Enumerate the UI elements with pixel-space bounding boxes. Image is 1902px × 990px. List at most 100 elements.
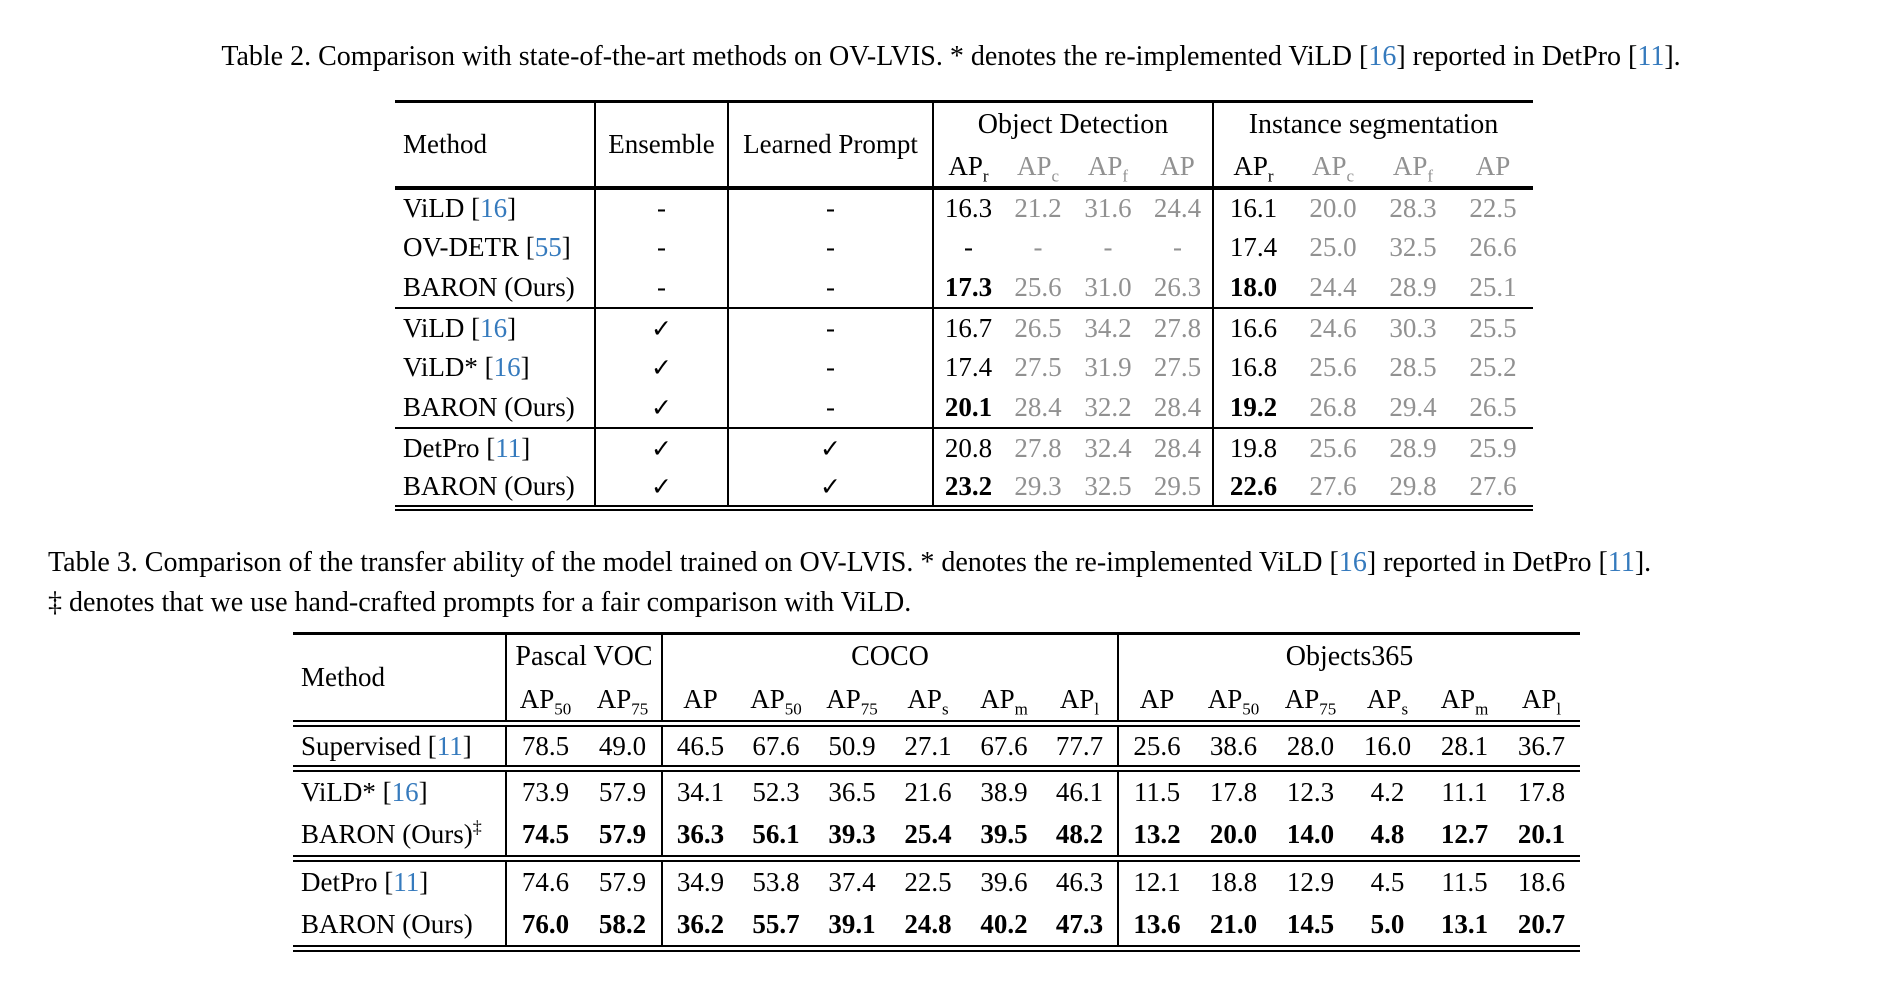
col-header-learned-prompt: Learned Prompt [727,101,933,190]
metric-value: 26.8 [1309,391,1357,422]
citation-number[interactable]: 16 [480,193,508,223]
metric-base: AP [1059,684,1095,715]
citation-number[interactable]: 16 [1338,547,1367,578]
citation-number[interactable]: 16 [391,777,419,808]
metric-value: 23.2 [932,467,1003,511]
method-name: ViLD [403,312,465,343]
citation-number[interactable]: 11 [495,432,522,463]
checkmark-cell: ✓ [594,467,728,511]
dash-glyph: - [657,232,666,262]
dash-glyph: - [657,271,666,302]
metric-subscript: f [1427,166,1434,186]
method-cell: Supervised [11] [293,724,506,769]
checkmark-cell: ✓ [727,467,933,511]
metric-value: 76.0 [505,903,584,952]
metric-value: 16.0 [1363,730,1412,761]
group-header-instance-segmentation: Instance segmentation [1212,101,1533,148]
table3-body: Supervised [11] 78.5 49.0 46.5 67.6 50.9 27.1 6… [293,723,1580,952]
citation-number[interactable]: 16 [1368,41,1397,72]
metric-base: AP [1440,684,1476,715]
table-row: OV-DETR [55] - - - - - -17.4 25.0 32.5 26.6 [395,227,1533,268]
metric-base: AP [948,151,983,181]
dash-cell: - [594,227,728,268]
metric-value: 77.7 [1055,730,1104,761]
table-row: DetPro [11] 74.6 57.9 34.9 53.8 37.4 22.5 39.6 4… [293,855,1580,904]
method-cell: DetPro [11] [395,426,595,468]
dash-cell: - [727,267,933,308]
metric-value: 26.3 [1153,271,1202,302]
table-row: BARON (Ours) ✓ ✓ 23.2 29.3 32.5 29.5 22.6 27.6 29… [395,467,1533,511]
metric-value: 29.3 [1003,467,1073,511]
metric-header: AP75 [584,679,662,727]
metric-value: 17.3 [932,267,1003,308]
metric-value: 20.0 [1309,193,1357,223]
metric-base: AP [1475,151,1511,181]
metric-header: APm [966,679,1042,727]
dash-cell: - [727,227,933,268]
bracket: [ [464,193,481,223]
metric-base: AP [826,684,861,715]
metric-value: 25.4 [904,818,952,849]
caption-text: Table 2. Comparison with state-of-the-ar… [221,41,1369,72]
citation-number[interactable]: 11 [436,730,463,761]
citation-number[interactable]: 11 [393,867,420,898]
checkmark-cell: ✓ [727,426,933,468]
metric-value: 38.6 [1209,730,1258,761]
method-cell: BARON (Ours) [395,268,595,308]
checkmark-icon: ✓ [651,313,672,343]
citation-number[interactable]: 11 [1607,547,1635,578]
bracket: ] [507,312,517,343]
metric-subscript: s [1401,699,1409,719]
metric-value: 28.0 [1286,730,1335,761]
metric-value: 28.1 [1440,730,1489,761]
metric-value: 46.5 [661,723,738,769]
metric-value: 20.1 [1517,818,1566,849]
metric-value: 36.7 [1517,730,1566,761]
metric-value: 46.3 [1042,855,1118,904]
metric-base: AP [1139,684,1175,715]
metric-header: AP50 [1195,679,1272,727]
dash-glyph: - [826,271,835,302]
metric-value: 24.4 [1309,271,1357,302]
dash-glyph: - [826,193,835,223]
metric-value: 17.8 [1503,765,1580,814]
method-name: Supervised [301,730,421,761]
table-row: ViLD [16] ✓ - 16.7 26.5 34.2 27.8 16.6 24.6 30.3 2… [395,306,1533,348]
caption-text: Table 3. Comparison of the transfer abil… [48,547,1339,578]
metric-value: 27.6 [1453,467,1533,511]
metric-value: 55.7 [738,903,814,952]
table-row: Supervised [11] 78.5 49.0 46.5 67.6 50.9 27.1 6… [293,723,1580,769]
table2-header: Method Ensemble Learned Prompt Object Detec… [395,101,1533,190]
col-header-method: Method [395,101,595,190]
metric-base: AP [683,684,718,715]
metric-value: 24.4 [1153,193,1202,223]
citation-number[interactable]: 16 [493,352,521,382]
caption-text: ] reported in DetPro [ [1366,547,1608,578]
metric-value: 11.5 [1426,855,1503,904]
metric-header: AP [1117,679,1195,727]
citation-number[interactable]: 16 [480,312,508,343]
method-name: BARON (Ours) [403,391,575,422]
metric-value: 13.2 [1117,813,1195,859]
metric-value: 31.9 [1084,352,1132,382]
citation-number[interactable]: 55 [534,232,562,262]
metric-value: 25.9 [1453,426,1533,468]
metric-header: AP [661,679,738,727]
citation-number[interactable]: 11 [1637,41,1665,72]
metric-base: AP [519,684,555,715]
metric-value: 78.5 [505,723,584,769]
metric-header: APs [890,679,966,727]
table-row: BARON (Ours)‡ 74.5 57.9 36.3 56.1 39.3 25.4 39.… [293,813,1580,859]
metric-value: 22.5 [1469,193,1517,223]
metric-value: 27.8 [1003,426,1073,468]
metric-header: AP50 [738,679,814,727]
metric-header: APm [1426,679,1503,727]
method-cell: ViLD* [16] [293,765,506,814]
table3-caption-line2: ‡ denotes that we use hand-crafted promp… [48,583,1848,623]
metric-value: 13.1 [1426,903,1503,952]
metric-subscript: m [1014,699,1028,719]
group-header-objects365: Objects365 [1117,633,1580,680]
metric-value: 74.6 [505,855,584,904]
metric-header: APs [1349,679,1426,727]
